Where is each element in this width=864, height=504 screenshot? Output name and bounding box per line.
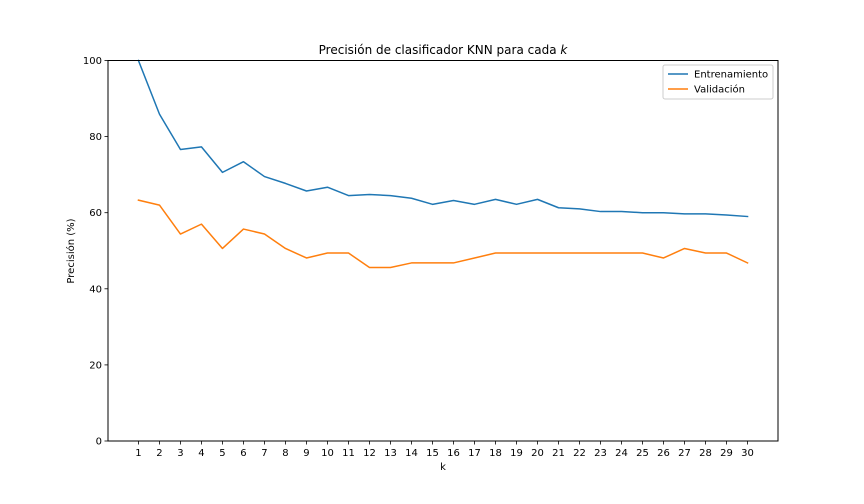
series-line-1 bbox=[137, 59, 749, 218]
y-tick-label: 0 bbox=[96, 437, 102, 448]
x-tick-label: 5 bbox=[219, 448, 225, 459]
x-axis-label: k bbox=[440, 462, 446, 473]
x-tick-label: 18 bbox=[489, 448, 502, 459]
y-axis: 0 20 40 60 80 100 bbox=[83, 56, 108, 448]
chart-title: Precisión de clasificador KNN para cada … bbox=[319, 43, 569, 57]
x-tick-label: 10 bbox=[321, 448, 334, 459]
x-tick-label: 4 bbox=[198, 448, 204, 459]
x-tick-label: 7 bbox=[261, 448, 267, 459]
x-tick-label: 19 bbox=[510, 448, 523, 459]
x-tick-label: 30 bbox=[741, 448, 754, 459]
x-tick-label: 11 bbox=[342, 448, 355, 459]
x-tick-label: 20 bbox=[531, 448, 544, 459]
y-tick-label: 80 bbox=[89, 132, 102, 143]
x-tick-label: 24 bbox=[615, 448, 628, 459]
x-tick-label: 2 bbox=[156, 448, 162, 459]
x-tick-label: 23 bbox=[594, 448, 607, 459]
x-tick-label: 25 bbox=[636, 448, 649, 459]
y-tick-label: 100 bbox=[83, 56, 102, 67]
x-axis: 1 2 3 4 5 6 7 8 9 10 11 12 13 14 15 16 17 18 19 20 21 22 23 24 2… bbox=[135, 441, 754, 459]
x-tick-label: 14 bbox=[405, 448, 418, 459]
series-layer bbox=[137, 59, 749, 269]
x-tick-label: 1 bbox=[135, 448, 141, 459]
legend: Entrenamiento Validación bbox=[662, 64, 774, 100]
x-tick-label: 13 bbox=[384, 448, 397, 459]
x-tick-label: 12 bbox=[363, 448, 376, 459]
x-tick-label: 16 bbox=[447, 448, 460, 459]
x-tick-label: 8 bbox=[282, 448, 288, 459]
y-tick-label: 40 bbox=[89, 284, 102, 295]
x-tick-label: 26 bbox=[657, 448, 670, 459]
x-tick-label: 21 bbox=[552, 448, 565, 459]
legend-label-1: Entrenamiento bbox=[694, 70, 768, 81]
y-tick-label: 60 bbox=[89, 208, 102, 219]
series-line-2 bbox=[137, 199, 749, 269]
x-tick-label: 28 bbox=[699, 448, 712, 459]
y-axis-label: Precisión (%) bbox=[65, 218, 77, 283]
legend-box bbox=[662, 64, 774, 100]
y-tick-label: 20 bbox=[89, 360, 102, 371]
x-tick-label: 22 bbox=[573, 448, 586, 459]
x-tick-label: 27 bbox=[678, 448, 691, 459]
x-tick-label: 29 bbox=[720, 448, 733, 459]
plot-frame bbox=[107, 60, 779, 442]
x-tick-label: 3 bbox=[177, 448, 183, 459]
legend-label-2: Validación bbox=[694, 84, 745, 96]
x-tick-label: 6 bbox=[240, 448, 246, 459]
x-tick-label: 9 bbox=[303, 448, 309, 459]
x-tick-label: 15 bbox=[426, 448, 439, 459]
x-tick-label: 17 bbox=[468, 448, 481, 459]
